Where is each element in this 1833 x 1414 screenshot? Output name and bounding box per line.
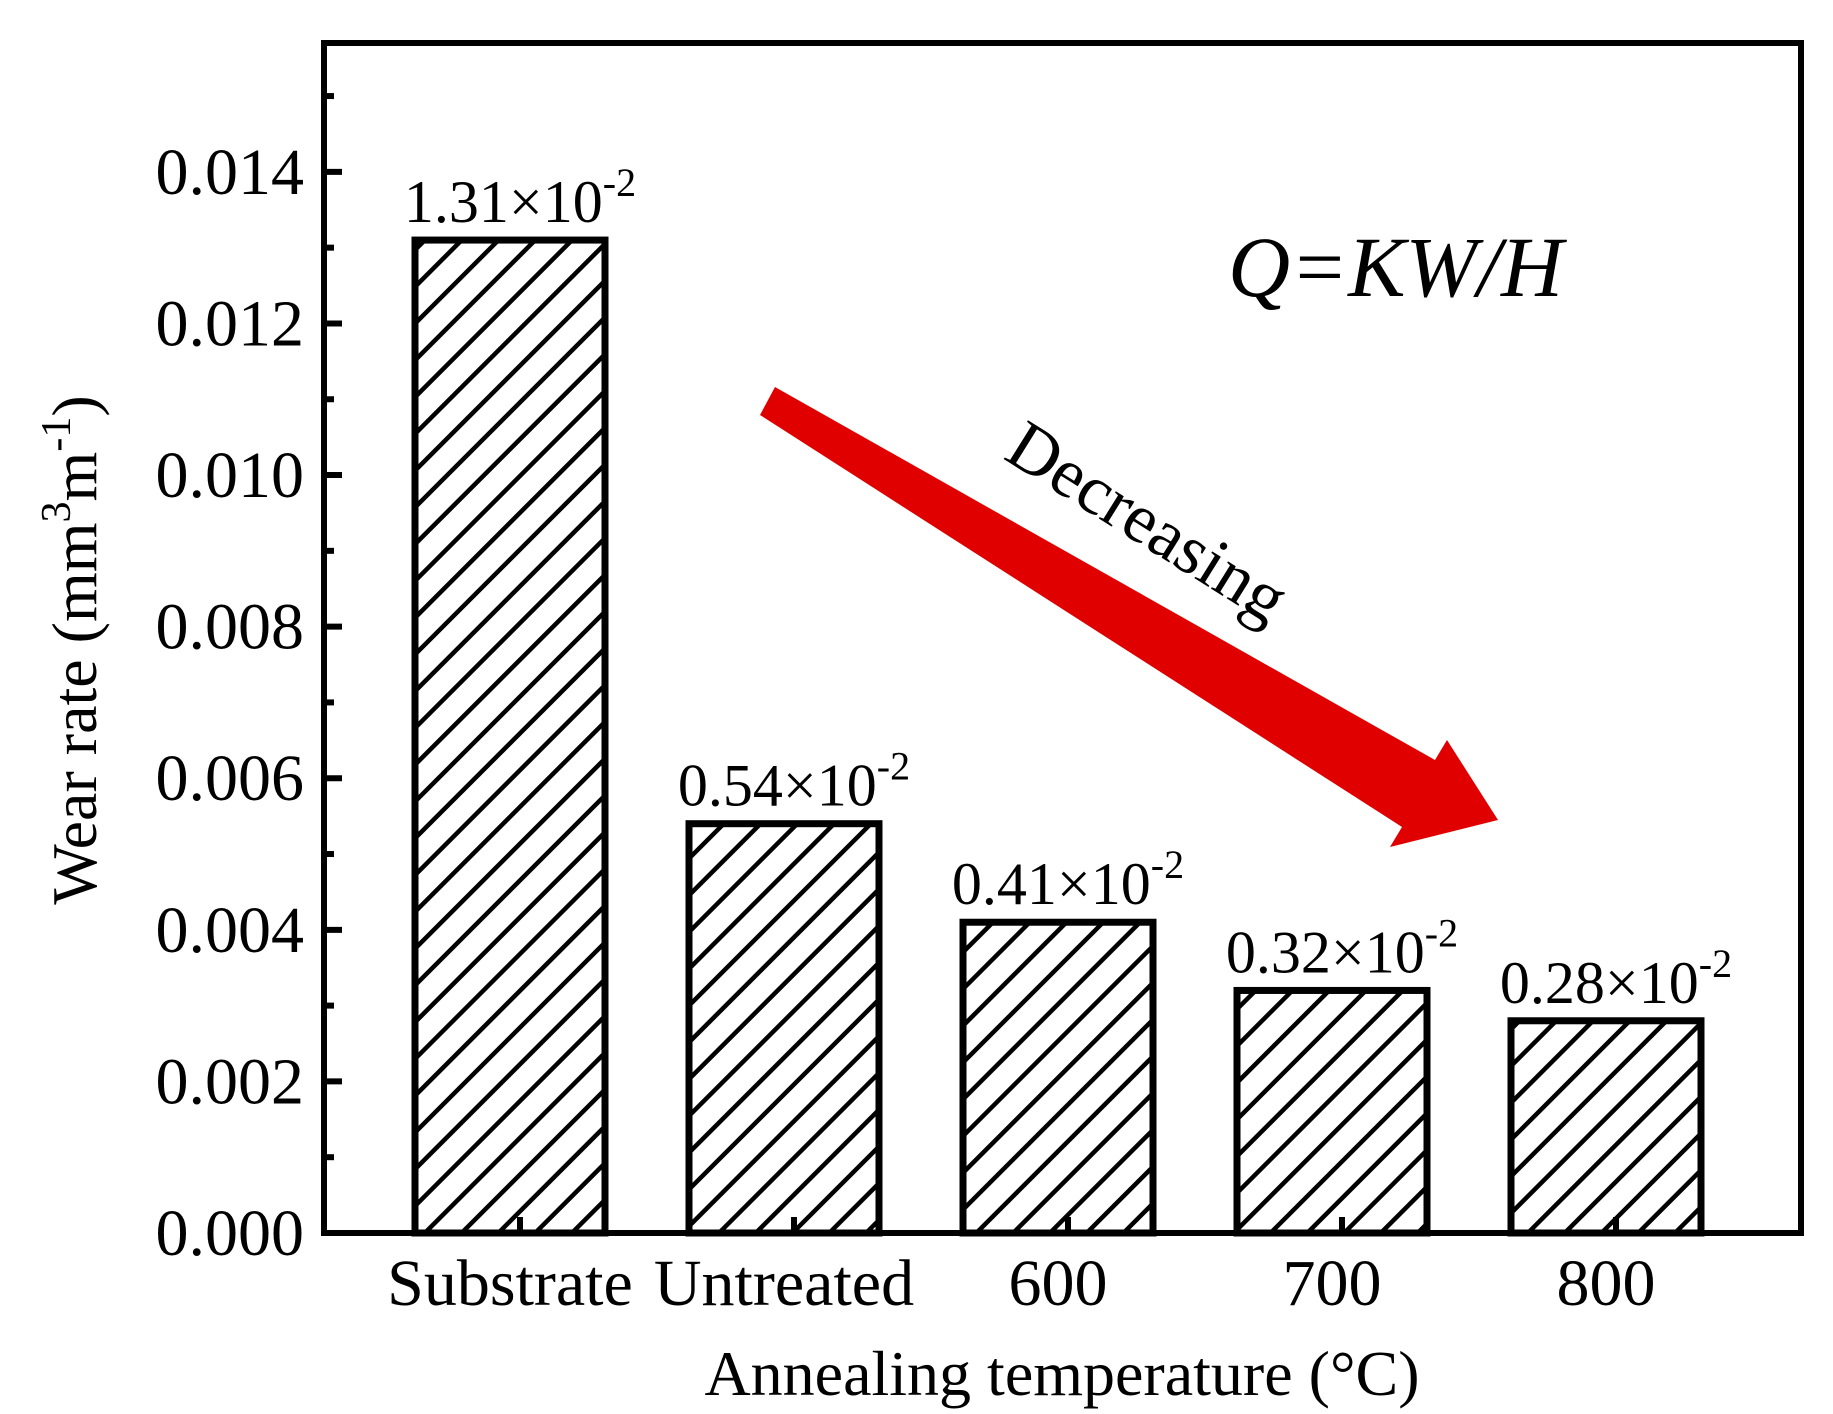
trend-arrow-icon <box>760 387 1498 847</box>
category-label-substrate: Substrate <box>387 1247 633 1320</box>
category-label-700: 700 <box>1283 1247 1382 1320</box>
bars <box>411 236 1705 1237</box>
y-tick-label: 0.012 <box>156 287 305 360</box>
y-tick-label: 0.010 <box>156 439 305 512</box>
y-tick-label: 0.014 <box>156 136 305 209</box>
plot-frame <box>321 40 1804 1236</box>
bar-substrate <box>411 236 609 1237</box>
data-label-600: 0.41×10-2 <box>952 842 1184 917</box>
category-label-untreated: Untreated <box>654 1247 914 1320</box>
formula-annotation: Q=KW/H <box>1228 219 1567 315</box>
y-axis-title-sup2: -1 <box>34 417 80 452</box>
y-axis-title-sup1: 3 <box>34 501 80 522</box>
category-label-800: 800 <box>1557 1247 1656 1320</box>
y-tick-label: 0.000 <box>156 1197 305 1270</box>
data-label-substrate: 1.31×10-2 <box>404 160 636 235</box>
y-tick-label: 0.002 <box>156 1045 305 1118</box>
bar-700 <box>1233 986 1431 1237</box>
data-labels: 1.31×10-2 0.54×10-2 0.41×10-2 0.32×10-2 0.28… <box>404 160 1732 1016</box>
y-axis-title: Wear rate (mm3m-1) <box>34 395 110 904</box>
y-tick-label: 0.004 <box>156 894 305 967</box>
y-tick-label: 0.008 <box>156 591 305 664</box>
y-tick-label: 0.006 <box>156 742 305 815</box>
y-axis-title-mid: m <box>39 452 110 502</box>
y-axis-title-prefix: Wear rate (mm <box>39 522 110 904</box>
data-label-untreated: 0.54×10-2 <box>678 744 910 819</box>
bar-800 <box>1507 1017 1705 1237</box>
y-axis-tick-labels: 0.000 0.002 0.004 0.006 0.008 0.010 0.012 0.014 <box>156 136 305 1270</box>
y-axis-title-suffix: ) <box>39 395 110 416</box>
category-label-600: 600 <box>1009 1247 1108 1320</box>
bar-untreated <box>685 820 883 1237</box>
bar-600 <box>959 918 1157 1237</box>
x-axis-title: Annealing temperature (°C) <box>704 1338 1419 1409</box>
x-axis-category-labels: Substrate Untreated 600 700 800 <box>387 1247 1655 1320</box>
data-label-800: 0.28×10-2 <box>1500 941 1732 1016</box>
data-label-700: 0.32×10-2 <box>1226 910 1458 985</box>
